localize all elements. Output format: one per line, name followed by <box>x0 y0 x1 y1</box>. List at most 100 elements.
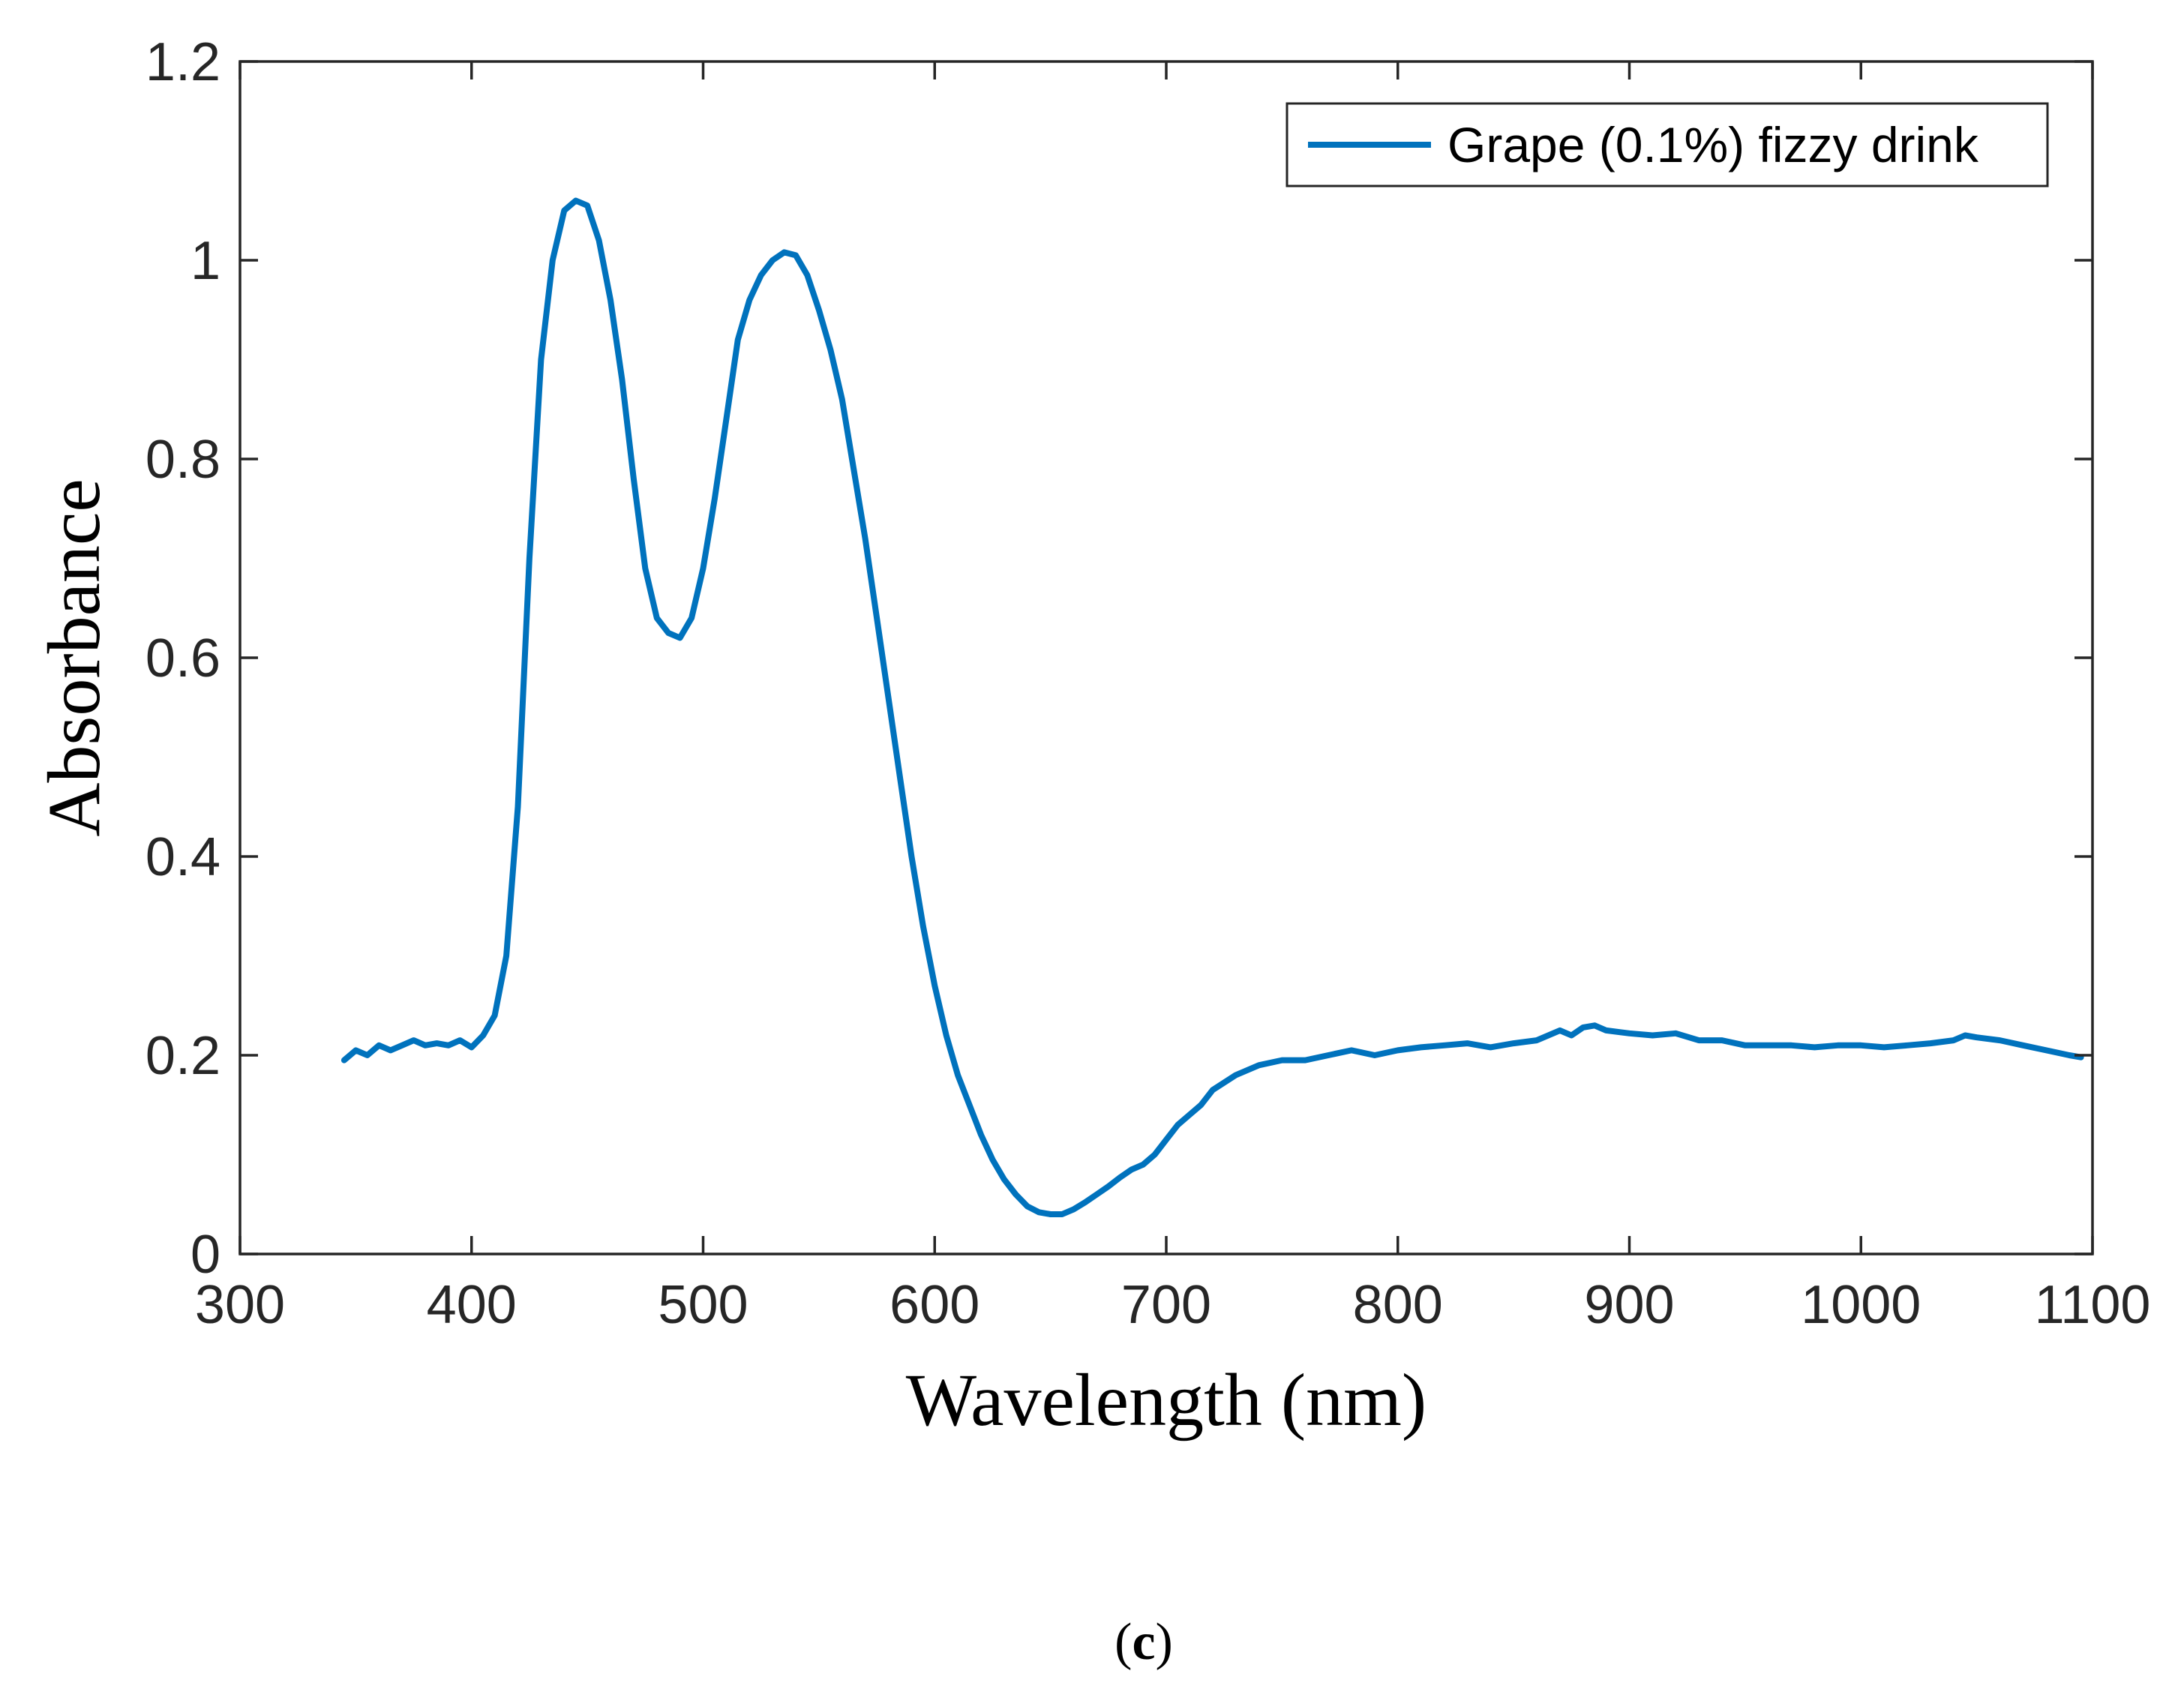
data-point <box>1858 1042 1864 1048</box>
data-point <box>908 854 914 860</box>
data-point <box>434 1040 440 1046</box>
data-point <box>1928 1040 1934 1046</box>
data-point <box>920 923 926 929</box>
data-point <box>1198 1102 1204 1108</box>
data-point <box>1766 1042 1772 1048</box>
series-layer <box>340 197 2084 1217</box>
data-point <box>850 466 856 472</box>
data-point <box>1325 1052 1331 1058</box>
data-point <box>388 1047 394 1053</box>
data-point <box>1186 1112 1192 1118</box>
data-point <box>1951 1037 1957 1043</box>
panel-label: (c) <box>1114 1613 1173 1671</box>
data-point <box>1012 1192 1018 1197</box>
x-tick-label: 700 <box>1121 1275 1211 1335</box>
data-point <box>1174 1122 1180 1128</box>
data-point <box>1510 1040 1516 1046</box>
data-point <box>989 1156 995 1162</box>
data-point <box>1233 1072 1239 1078</box>
data-point <box>2020 1042 2026 1048</box>
data-point <box>665 630 671 636</box>
data-point <box>816 307 822 313</box>
data-point <box>1627 1030 1632 1036</box>
x-axis-title: Wavelength (nm) <box>906 1358 1426 1442</box>
data-point <box>1036 1209 1042 1215</box>
data-point <box>1534 1037 1540 1043</box>
data-point <box>2043 1047 2049 1053</box>
data-point <box>1997 1037 2002 1043</box>
data-point <box>1418 1044 1424 1050</box>
data-point <box>1163 1137 1169 1143</box>
data-point <box>700 566 706 572</box>
data-point <box>1904 1042 1910 1048</box>
data-point <box>446 1042 452 1048</box>
y-tick-label: 0.6 <box>146 628 220 688</box>
data-point <box>654 615 660 621</box>
data-point <box>827 346 833 352</box>
y-tick-label: 0.4 <box>146 827 220 887</box>
data-point <box>1604 1028 1610 1034</box>
data-point <box>688 615 694 621</box>
data-point <box>1094 1192 1100 1197</box>
data-point <box>1395 1047 1401 1053</box>
data-point <box>1348 1047 1354 1053</box>
data-point <box>631 476 637 482</box>
y-tick-label: 0.8 <box>146 430 220 490</box>
data-point <box>1881 1044 1887 1050</box>
x-tick-label: 900 <box>1584 1275 1674 1335</box>
data-point <box>608 297 614 303</box>
data-point <box>515 804 520 810</box>
data-point <box>561 208 567 214</box>
data-point <box>886 694 891 700</box>
data-point <box>596 238 602 243</box>
y-tick-label: 1 <box>190 231 220 291</box>
data-point <box>897 774 903 780</box>
data-point <box>1372 1052 1378 1058</box>
x-tick-label: 500 <box>658 1275 748 1335</box>
data-point <box>839 397 845 402</box>
data-point <box>1962 1033 1968 1038</box>
data-point <box>955 1072 961 1078</box>
data-point <box>1834 1042 1840 1048</box>
data-point <box>399 1042 405 1048</box>
data-point <box>619 376 625 382</box>
data-point <box>1442 1042 1447 1048</box>
data-point <box>874 615 880 621</box>
x-tick-label: 400 <box>427 1275 517 1335</box>
data-point <box>723 416 729 422</box>
data-point <box>1279 1058 1285 1064</box>
data-point <box>573 198 579 203</box>
data-point <box>1580 1024 1586 1030</box>
data-point <box>978 1132 984 1138</box>
data-point <box>642 566 648 572</box>
x-tick-label: 1000 <box>1801 1275 1921 1335</box>
data-point <box>457 1037 463 1043</box>
data-point <box>1071 1206 1076 1212</box>
data-point <box>782 249 788 255</box>
data-point <box>1557 1028 1563 1034</box>
data-point <box>1649 1033 1655 1038</box>
data-point <box>1464 1040 1470 1046</box>
data-point <box>538 357 544 362</box>
data-point <box>735 337 741 343</box>
y-tick-label: 0 <box>190 1225 220 1285</box>
data-point <box>1106 1184 1112 1190</box>
data-point <box>411 1037 417 1043</box>
data-point <box>1696 1037 1702 1043</box>
data-point <box>1719 1037 1725 1043</box>
data-point <box>804 272 810 278</box>
tick-layer <box>238 60 2094 1256</box>
data-point <box>341 1058 347 1064</box>
data-point <box>1789 1042 1795 1048</box>
data-point <box>677 635 683 640</box>
data-point <box>480 1033 486 1038</box>
data-point <box>932 982 938 988</box>
data-point <box>550 257 556 263</box>
x-tick-label: 800 <box>1353 1275 1443 1335</box>
legend-entry-label: Grape (0.1%) fizzy drink <box>1448 117 1979 172</box>
data-point <box>584 202 590 208</box>
data-point <box>1568 1033 1574 1038</box>
data-point <box>1082 1199 1088 1205</box>
data-point <box>1302 1058 1308 1064</box>
